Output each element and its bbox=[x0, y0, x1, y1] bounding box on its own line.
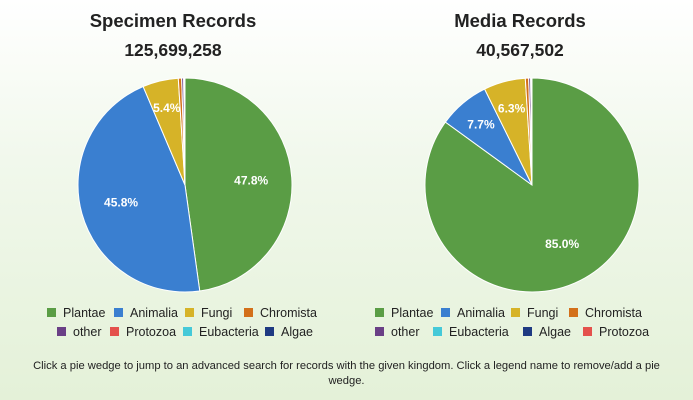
specimen-records-panel: Specimen Records 125,699,258 47.8% 45.8% 5… bbox=[0, 0, 346, 350]
specimen-data-label-plantae: 47.8% bbox=[234, 173, 268, 187]
specimen-legend-item-chromista[interactable]: Chromista bbox=[244, 306, 317, 320]
media-legend-item-plantae[interactable]: Plantae bbox=[375, 306, 433, 320]
specimen-data-label-animalia: 45.8% bbox=[104, 196, 138, 210]
specimen-legend-label-chromista: Chromista bbox=[260, 306, 317, 320]
media-legend-label-protozoa: Protozoa bbox=[599, 325, 650, 339]
media-legend-label-algae: Algae bbox=[539, 325, 571, 339]
specimen-legend-label-other: other bbox=[73, 325, 102, 339]
media-legend-item-animalia[interactable]: Animalia bbox=[441, 306, 505, 320]
media-legend-item-fungi[interactable]: Fungi bbox=[511, 306, 558, 320]
specimen-legend-label-animalia: Animalia bbox=[130, 306, 178, 320]
media-legend-label-other: other bbox=[391, 325, 420, 339]
media-legend: Plantae Animalia Fungi Chromista other Eubact… bbox=[347, 300, 693, 350]
media-legend-label-eubacteria: Eubacteria bbox=[449, 325, 509, 339]
specimen-legend-label-protozoa: Protozoa bbox=[126, 325, 177, 339]
specimen-legend-label-algae: Algae bbox=[281, 325, 313, 339]
media-legend-swatch-animalia bbox=[441, 308, 450, 317]
media-legend-swatch-protozoa bbox=[583, 327, 592, 336]
media-pie-chart[interactable]: 85.0% 7.7%6.3% bbox=[347, 70, 693, 298]
media-legend-label-chromista: Chromista bbox=[585, 306, 642, 320]
specimen-legend-swatch-plantae bbox=[47, 308, 56, 317]
media-legend-label-animalia: Animalia bbox=[457, 306, 505, 320]
specimen-legend-swatch-protozoa bbox=[110, 327, 119, 336]
media-legend-swatch-algae bbox=[523, 327, 532, 336]
media-legend-item-algae[interactable]: Algae bbox=[523, 325, 571, 339]
specimen-legend-swatch-eubacteria bbox=[183, 327, 192, 336]
media-records-panel: Media Records 40,567,502 85.0% 7.7% 6.3% P… bbox=[347, 0, 693, 350]
specimen-legend-item-protozoa[interactable]: Protozoa bbox=[110, 325, 176, 339]
specimen-wedge-animalia[interactable] bbox=[77, 85, 201, 293]
specimen-legend-swatch-fungi bbox=[185, 308, 194, 317]
specimen-legend-swatch-other bbox=[57, 327, 66, 336]
specimen-legend-label-plantae: Plantae bbox=[63, 306, 106, 320]
media-legend-label-fungi: Fungi bbox=[527, 306, 559, 320]
media-legend-swatch-plantae bbox=[375, 308, 384, 317]
specimen-records-total: 125,699,258 bbox=[124, 40, 222, 60]
specimen-legend-item-algae[interactable]: Algae bbox=[265, 325, 313, 339]
specimen-legend: Plantae Animalia Fungi Chromista other Protoz… bbox=[0, 300, 346, 350]
media-legend-swatch-eubacteria bbox=[433, 327, 442, 336]
specimen-legend-item-fungi[interactable]: Fungi bbox=[185, 306, 232, 320]
media-legend-item-other[interactable]: other bbox=[375, 325, 420, 339]
specimen-legend-item-eubacteria[interactable]: Eubacteria bbox=[183, 325, 259, 339]
media-records-total: 40,567,502 bbox=[476, 40, 564, 60]
media-legend-swatch-chromista bbox=[569, 308, 578, 317]
specimen-data-label-fungi: 5.4% bbox=[153, 101, 181, 115]
media-data-label-animalia: 7.7% bbox=[467, 117, 495, 131]
media-legend-item-chromista[interactable]: Chromista bbox=[569, 306, 642, 320]
specimen-legend-swatch-algae bbox=[265, 327, 274, 336]
media-data-label-plantae: 85.0% bbox=[545, 237, 579, 251]
specimen-legend-label-fungi: Fungi bbox=[201, 306, 233, 320]
media-data-label-fungi: 6.3% bbox=[498, 101, 526, 115]
specimen-legend-label-eubacteria: Eubacteria bbox=[199, 325, 259, 339]
media-wedge-plantae[interactable] bbox=[424, 77, 640, 293]
specimen-wedge-plantae[interactable] bbox=[184, 77, 293, 292]
specimen-legend-swatch-animalia bbox=[114, 308, 123, 317]
media-legend-item-protozoa[interactable]: Protozoa bbox=[583, 325, 649, 339]
media-records-title: Media Records bbox=[454, 10, 586, 31]
media-legend-swatch-other bbox=[375, 327, 384, 336]
media-legend-swatch-fungi bbox=[511, 308, 520, 317]
specimen-legend-item-plantae[interactable]: Plantae bbox=[47, 306, 105, 320]
media-legend-item-eubacteria[interactable]: Eubacteria bbox=[433, 325, 509, 339]
specimen-records-title: Specimen Records bbox=[89, 10, 257, 31]
specimen-pie-chart[interactable]: 47.8% 45.8% 5.4% bbox=[0, 70, 346, 298]
specimen-legend-item-other[interactable]: other bbox=[57, 325, 102, 339]
instructions-text: Click a pie wedge to jump to an advanced… bbox=[33, 360, 660, 387]
media-legend-label-plantae: Plantae bbox=[391, 306, 434, 320]
specimen-legend-swatch-chromista bbox=[244, 308, 253, 317]
specimen-legend-item-animalia[interactable]: Animalia bbox=[114, 306, 178, 320]
